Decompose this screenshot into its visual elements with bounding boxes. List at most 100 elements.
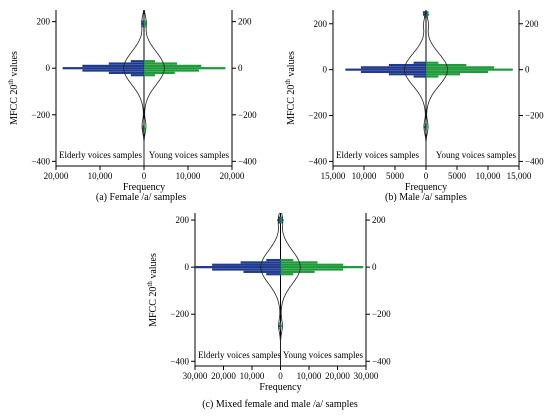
- bar-young: [280, 268, 344, 271]
- bar-young: [144, 125, 145, 128]
- bar-elderly: [130, 60, 144, 63]
- x-tick-label: 10,000: [240, 371, 265, 381]
- x-axis-label: Frequency: [123, 182, 165, 193]
- y-axis-label-tail: values: [9, 51, 20, 79]
- y-tick-label-left: 0: [323, 65, 328, 75]
- x-tick-label: 10,000: [176, 171, 201, 181]
- bar-young: [144, 62, 177, 65]
- bar-elderly: [142, 25, 144, 28]
- bar-elderly: [82, 64, 144, 67]
- y-tick-label-right: 200: [238, 17, 252, 27]
- density-curve-right: [143, 9, 165, 166]
- bar-elderly: [279, 327, 281, 330]
- bar-young: [426, 61, 439, 64]
- x-tick-label: 20,000: [220, 171, 245, 181]
- bar-young: [280, 263, 344, 266]
- y-axis-label-sup: th: [7, 79, 15, 85]
- elderly-label: Elderly voices samples: [59, 150, 142, 160]
- bar-young: [144, 20, 147, 23]
- y-axis-label: MFCC 20th values: [7, 51, 20, 125]
- y-axis-label-main: MFCC 20: [148, 287, 159, 327]
- y-tick-label-right: 0: [238, 63, 243, 73]
- y-axis-label-main: MFCC 20: [286, 85, 297, 125]
- y-tick-label-right: 200: [525, 19, 539, 29]
- bar-young: [280, 218, 284, 222]
- bar-young: [280, 324, 282, 328]
- bar-elderly: [212, 268, 281, 271]
- bar-elderly: [212, 263, 281, 266]
- bar-elderly: [142, 129, 144, 133]
- x-tick-label: 5000: [386, 171, 405, 181]
- bar-young: [280, 216, 283, 219]
- chart-panel-2: 200 200 0 0 −200 −200 −400 −400 15,000 10,000 5000…: [284, 9, 544, 203]
- bar-young: [426, 75, 439, 78]
- elderly-label: Elderly voices samples: [336, 150, 419, 160]
- bar-elderly: [360, 70, 426, 74]
- bar-young: [280, 270, 315, 273]
- chart-panel-1: 200 200 0 0 −200 −200 −400 −400 20,000 10,000 0 10,…: [7, 9, 257, 203]
- y-tick-label-left: 200: [314, 19, 328, 29]
- y-axis-label-tail: values: [148, 253, 159, 281]
- y-tick-label-left: −200: [31, 110, 50, 120]
- bar-elderly: [141, 20, 144, 23]
- x-tick-label: 0: [142, 171, 147, 181]
- bar-elderly: [142, 127, 144, 130]
- x-tick-label: 15,000: [507, 171, 532, 181]
- y-tick-label-right: 200: [372, 215, 386, 225]
- y-tick-label-left: −400: [170, 356, 189, 366]
- bar-young: [426, 66, 495, 69]
- bar-young: [144, 60, 155, 63]
- y-axis-label-sup: th: [284, 79, 292, 85]
- panel-caption: (b) Male /a/ samples: [385, 192, 467, 203]
- y-tick-label-left: 0: [185, 262, 190, 272]
- bar-young: [426, 63, 467, 67]
- y-tick-label-right: −200: [238, 110, 257, 120]
- y-tick-label-left: 0: [46, 63, 51, 73]
- bar-young: [144, 129, 145, 133]
- bar-elderly: [424, 123, 426, 126]
- bar-elderly: [413, 61, 426, 64]
- bar-elderly: [130, 74, 144, 77]
- y-tick-label-right: −400: [525, 156, 544, 166]
- bar-young: [426, 13, 430, 16]
- x-tick-label: 0: [424, 171, 429, 181]
- y-tick-label-left: 200: [176, 215, 190, 225]
- y-tick-label-left: −200: [308, 111, 327, 121]
- bar-elderly: [424, 125, 426, 129]
- bar-elderly: [266, 273, 281, 276]
- bar-young: [426, 11, 429, 14]
- y-tick-label-right: −200: [372, 309, 391, 319]
- young-label: Young voices samples: [283, 350, 364, 360]
- y-tick-label-right: −400: [372, 356, 391, 366]
- x-tick-label: 10,000: [476, 171, 501, 181]
- bar-elderly: [422, 13, 426, 16]
- bar-elderly: [62, 67, 144, 70]
- bar-elderly: [277, 218, 281, 222]
- bar-elderly: [266, 258, 281, 262]
- y-tick-label-right: −400: [238, 156, 257, 166]
- density-curve-left: [123, 9, 145, 166]
- bar-young: [144, 25, 146, 28]
- x-tick-label: 10,000: [88, 171, 113, 181]
- bar-young: [426, 128, 427, 131]
- bar-elderly: [388, 73, 426, 76]
- bar-elderly: [413, 75, 426, 78]
- y-axis-label: MFCC 20th values: [284, 51, 297, 125]
- bar-elderly: [345, 68, 426, 71]
- bar-elderly: [195, 266, 281, 269]
- bar-elderly: [142, 125, 144, 128]
- bar-elderly: [360, 66, 426, 69]
- x-tick-label: 30,000: [183, 371, 208, 381]
- bar-young: [426, 70, 488, 74]
- y-tick-label-right: 0: [372, 262, 377, 272]
- bar-elderly: [108, 62, 144, 65]
- x-tick-label: 20,000: [325, 371, 350, 381]
- x-tick-label: 15,000: [321, 171, 346, 181]
- bar-young: [426, 68, 513, 71]
- bar-young: [280, 221, 283, 224]
- panel-caption: (a) Female /a/ samples: [96, 192, 186, 203]
- bar-young: [280, 261, 318, 264]
- bar-elderly: [279, 322, 281, 325]
- bar-young: [144, 69, 199, 72]
